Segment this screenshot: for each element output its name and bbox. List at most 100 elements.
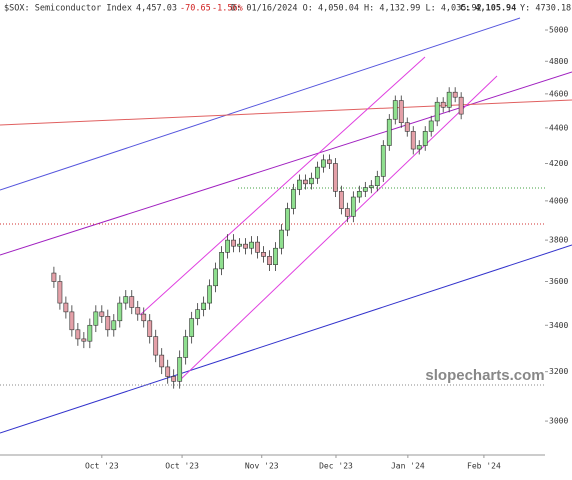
annotations — [0, 17, 572, 456]
watermark: slopecharts.com — [425, 367, 544, 384]
y-tick-label: 3800 — [549, 236, 568, 245]
y-tick-label: 4000 — [549, 196, 568, 205]
trend-line — [0, 99, 572, 126]
change-pct: -1.56% — [212, 4, 243, 14]
candle-body — [105, 316, 111, 331]
candle-body — [416, 145, 422, 150]
candle-body — [315, 166, 320, 179]
candle-body — [404, 122, 410, 132]
y-tick-label: 4600 — [549, 89, 568, 98]
x-tick-label: Dec '23 — [319, 462, 353, 471]
candle-body — [237, 243, 242, 247]
candle-body — [446, 91, 452, 108]
y-tick-label: 3600 — [549, 277, 568, 286]
y-tick-label: 3400 — [549, 321, 568, 330]
candle-body — [57, 281, 63, 304]
candle-body — [111, 320, 117, 331]
candle-body — [51, 272, 57, 282]
candle-body — [422, 131, 428, 146]
candle-body — [350, 196, 356, 217]
candle-body — [434, 101, 440, 122]
candle-body — [291, 189, 296, 209]
candle-body — [117, 302, 123, 322]
candle-body — [147, 320, 153, 337]
candle-body — [213, 268, 219, 287]
channel-line — [139, 56, 426, 316]
candle-body — [171, 376, 177, 382]
candle-body — [309, 177, 314, 185]
candle-body — [249, 241, 254, 249]
candle-body — [303, 179, 308, 185]
candle-body — [428, 120, 434, 132]
candle-body — [81, 338, 87, 342]
candle-body — [332, 163, 338, 192]
candle-body — [195, 309, 201, 319]
candle-body — [368, 185, 374, 188]
candle-body — [225, 239, 230, 253]
candle-body — [261, 252, 266, 257]
candle-body — [386, 118, 392, 146]
candle-body — [344, 208, 350, 217]
candle-body — [63, 302, 69, 313]
candle-body — [87, 324, 93, 342]
candle-body — [159, 354, 165, 368]
x-tick-label: Oct '23 — [85, 462, 119, 471]
candle-body — [153, 336, 159, 356]
candle-body — [267, 256, 272, 265]
y-tick-label: 5000 — [549, 26, 568, 35]
candle-body — [452, 91, 458, 98]
x-tick-label: Oct '23 — [165, 462, 199, 471]
y-tick-label: 3000 — [549, 417, 568, 426]
candle-body — [392, 100, 398, 120]
candle-body — [201, 302, 207, 310]
candle-body — [279, 229, 284, 249]
candle-body — [255, 241, 260, 253]
candle-body — [410, 131, 416, 150]
y-tick-label: 4400 — [549, 123, 568, 132]
candle-body — [440, 101, 446, 108]
candle-body — [135, 307, 141, 315]
candle-body — [69, 311, 75, 331]
candle-body — [93, 311, 99, 326]
close: C: 4,105.94 — [460, 4, 516, 14]
candle-body — [297, 179, 302, 190]
title: $SOX: Semiconductor Index — [4, 4, 132, 14]
x-tick-label: Feb '24 — [467, 462, 501, 471]
y-value: Y: 4730.18 — [520, 4, 571, 14]
candle-body — [285, 208, 290, 231]
last-price: 4,457.03 — [136, 4, 177, 14]
trend-line — [0, 17, 521, 191]
ohlc: D: 01/16/2024 O: 4,050.04 H: 4,132.99 L:… — [231, 4, 482, 14]
candle-body — [338, 191, 344, 209]
candle-body — [380, 145, 386, 177]
candle-body — [374, 176, 380, 186]
candle-body — [219, 252, 224, 270]
candle-body — [362, 187, 368, 192]
trend-line — [0, 71, 572, 256]
candle-body — [321, 159, 326, 168]
candle-body — [207, 285, 213, 304]
candle-body — [189, 318, 195, 337]
candle-body — [183, 336, 189, 358]
candle-body — [398, 100, 404, 123]
candle-body — [99, 311, 105, 317]
candle-body — [273, 247, 278, 265]
candle-body — [458, 96, 464, 115]
x-tick-label: Nov '23 — [245, 462, 279, 471]
candle-body — [75, 329, 81, 340]
candle-body — [326, 159, 332, 164]
candle-body — [129, 296, 135, 308]
change: -70.65 — [180, 4, 211, 14]
candle-body — [177, 357, 183, 382]
y-tick-label: 4200 — [549, 159, 568, 168]
candle-body — [243, 243, 248, 249]
x-tick-label: Jan '24 — [391, 462, 425, 471]
candle-body — [165, 366, 171, 377]
channel-line — [179, 75, 498, 381]
y-tick-label: 4800 — [549, 57, 568, 66]
candle-body — [123, 296, 129, 304]
candle-body — [141, 313, 147, 322]
trend-line — [0, 244, 572, 434]
y-tick-label: 3200 — [549, 367, 568, 376]
